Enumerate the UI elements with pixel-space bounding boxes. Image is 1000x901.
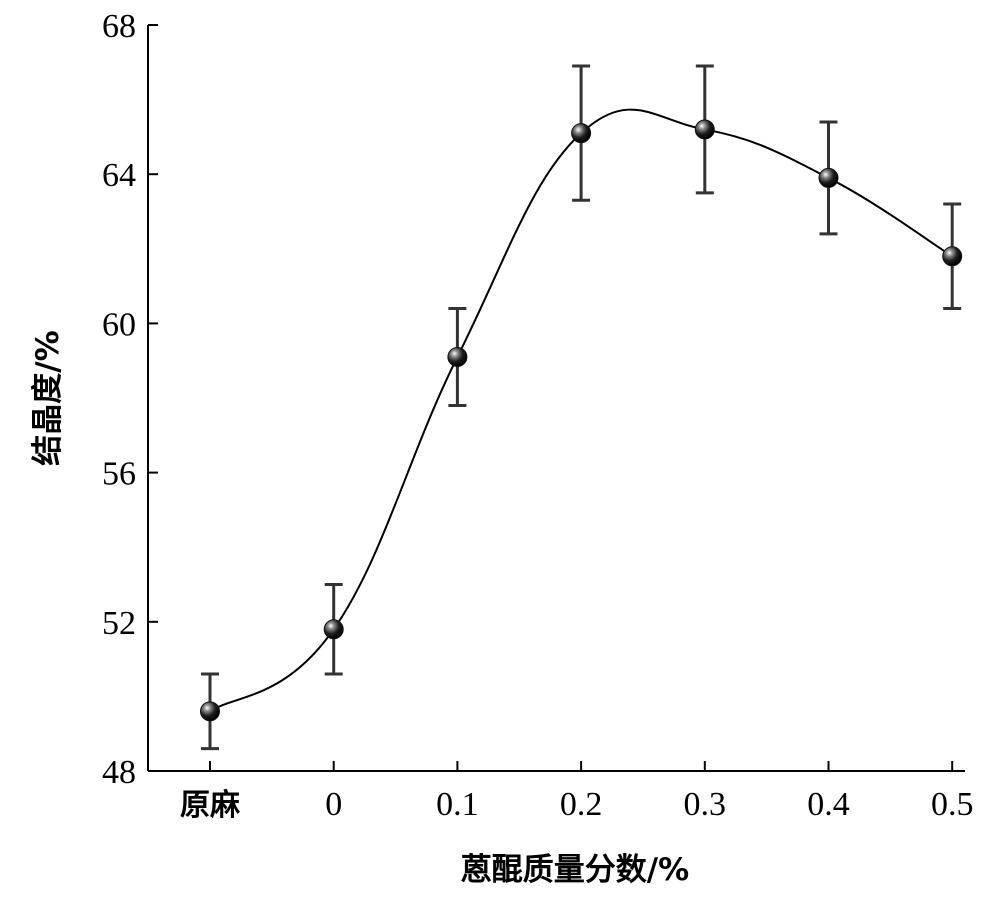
data-point — [694, 119, 715, 140]
x-tick-label: 0.5 — [931, 786, 974, 823]
data-point — [323, 619, 344, 640]
y-tick-label: 56 — [102, 456, 136, 493]
data-markers — [200, 119, 963, 722]
y-tick-label: 52 — [102, 605, 136, 642]
y-ticks: 48 52 56 60 64 68 — [102, 8, 158, 791]
data-point — [447, 346, 468, 367]
data-point — [571, 123, 592, 144]
data-point — [942, 246, 963, 267]
y-axis-title: 结晶度/% — [30, 330, 66, 465]
x-tick-label: 0.2 — [560, 786, 603, 823]
error-bars — [201, 64, 962, 751]
data-point — [818, 167, 839, 188]
axes — [147, 25, 965, 772]
y-tick-label: 48 — [102, 754, 136, 791]
x-tick-label: 0.3 — [684, 786, 727, 823]
x-tick-label: 原麻 — [180, 788, 241, 823]
y-tick-label: 60 — [102, 306, 136, 343]
x-axis-title: 蒽醌质量分数/% — [461, 852, 689, 888]
x-tick-label: 0.4 — [807, 786, 850, 823]
x-tick-label: 0 — [325, 786, 342, 823]
data-point — [200, 701, 220, 722]
x-ticks: 原麻 0 0.1 0.2 0.3 0.4 0.5 — [180, 761, 973, 823]
y-tick-label: 68 — [102, 8, 136, 45]
y-tick-label: 64 — [102, 157, 136, 194]
x-tick-label: 0.1 — [436, 786, 479, 823]
